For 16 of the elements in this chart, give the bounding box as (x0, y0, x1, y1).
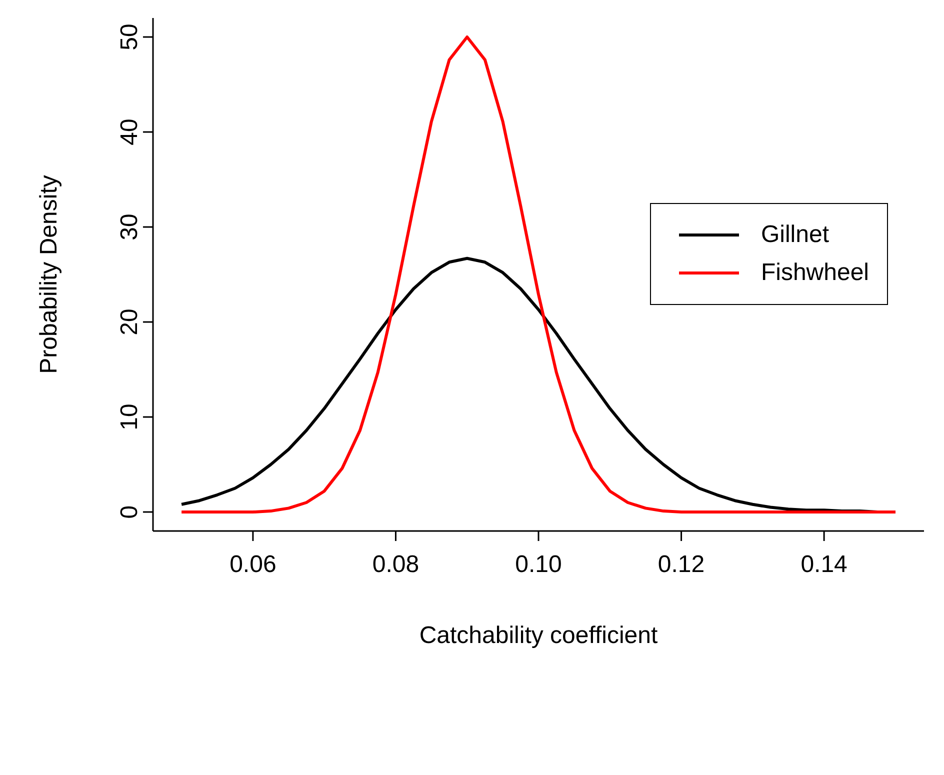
y-tick-label: 50 (116, 24, 143, 50)
y-tick-label: 30 (116, 214, 143, 240)
y-axis-title: Probability Density (36, 175, 63, 374)
x-tick-label: 0.14 (800, 551, 848, 578)
x-tick-label: 0.12 (658, 551, 705, 578)
y-tick-label: 40 (116, 118, 143, 146)
x-tick-label: 0.06 (230, 551, 276, 578)
y-tick-label: 20 (116, 308, 143, 336)
y-tick-label: 10 (116, 404, 143, 430)
x-tick-label: 0.08 (372, 551, 420, 578)
y-tick-label: 0 (116, 505, 143, 519)
x-tick-label: 0.10 (515, 551, 562, 578)
legend-label: Fishwheel (760, 259, 869, 287)
x-axis-title: Catchability coefficient (419, 622, 658, 649)
line-series (180, 36, 897, 514)
legend-label: Gillnet (760, 221, 829, 249)
